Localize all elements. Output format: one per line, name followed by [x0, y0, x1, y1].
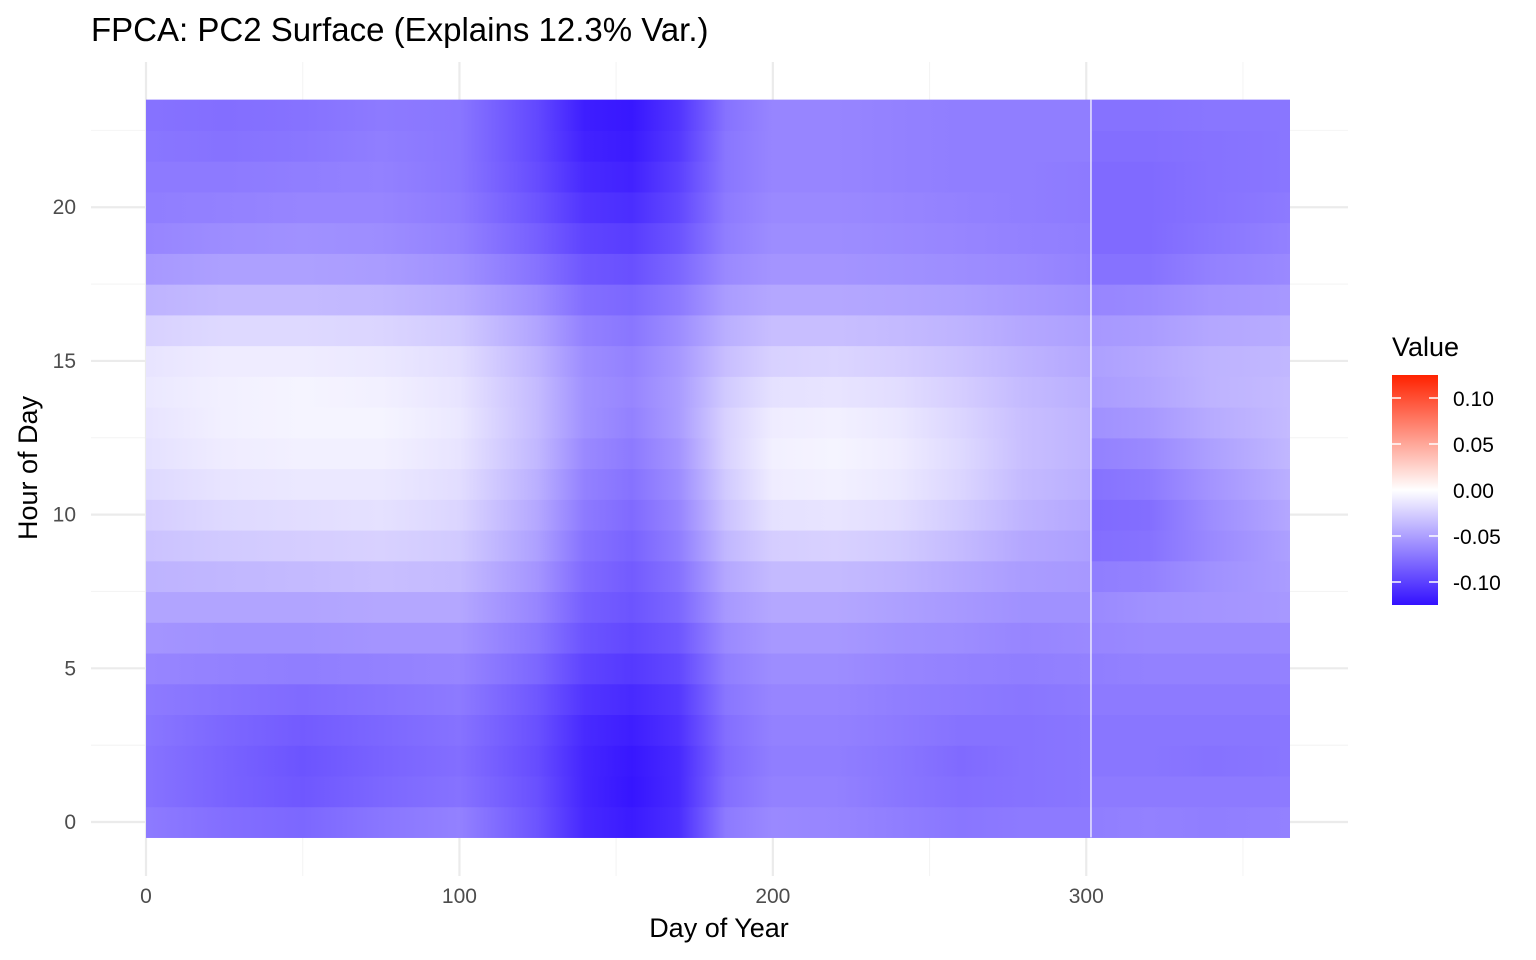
heatmap-row — [146, 222, 1290, 254]
heatmap-row — [146, 775, 1290, 808]
heatmap-row — [146, 560, 1290, 593]
heatmap-row — [146, 745, 1290, 777]
heatmap-row — [146, 683, 1290, 716]
heatmap-row — [146, 591, 1290, 623]
heatmap-surface — [146, 99, 1290, 838]
heatmap-row — [146, 345, 1290, 377]
heatmap-row — [146, 99, 1290, 131]
legend-tick-label: -0.10 — [1453, 572, 1501, 595]
heatmap-row — [146, 529, 1290, 562]
x-tick-label: 100 — [442, 885, 477, 908]
y-tick-label: 5 — [64, 657, 76, 680]
x-tick-label: 0 — [140, 885, 152, 908]
heatmap-row — [146, 407, 1290, 439]
x-tick-label: 200 — [755, 885, 790, 908]
heatmap-row — [146, 130, 1290, 162]
x-axis-title: Day of Year — [649, 913, 789, 943]
color-legend: Value 0.10 0.05 0.00 -0.05 -0.10 — [1392, 332, 1501, 605]
y-axis-title: Hour of Day — [13, 395, 43, 540]
heatmap-row — [146, 314, 1290, 347]
heatmap-row — [146, 437, 1290, 470]
heatmap-row — [146, 284, 1290, 316]
legend-tick-label: -0.05 — [1453, 526, 1501, 549]
heatmap-row — [146, 499, 1290, 531]
heatmap-row — [146, 622, 1290, 654]
chart-title: FPCA: PC2 Surface (Explains 12.3% Var.) — [91, 11, 708, 48]
heatmap-row — [146, 652, 1290, 685]
heatmap-row — [146, 376, 1290, 408]
heatmap-row — [146, 468, 1290, 500]
y-tick-label: 20 — [53, 196, 76, 219]
heatmap-row — [146, 806, 1290, 838]
y-tick-label: 0 — [64, 811, 76, 834]
heatmap-row — [146, 253, 1290, 285]
legend-tick-label: 0.00 — [1453, 480, 1494, 503]
x-tick-label: 300 — [1069, 885, 1104, 908]
y-tick-label: 10 — [53, 504, 76, 527]
legend-ticks: 0.10 0.05 0.00 -0.05 -0.10 — [1392, 388, 1501, 595]
x-axis-ticks: 0 100 200 300 — [140, 885, 1104, 908]
legend-title: Value — [1392, 332, 1459, 362]
y-tick-label: 15 — [53, 350, 76, 373]
y-axis-ticks: 0 5 10 15 20 — [53, 196, 76, 834]
heatmap-row — [146, 191, 1290, 224]
legend-tick-label: 0.10 — [1453, 388, 1494, 411]
heatmap-row — [146, 161, 1290, 193]
heatmap-row — [146, 714, 1290, 746]
legend-tick-label: 0.05 — [1453, 434, 1494, 457]
